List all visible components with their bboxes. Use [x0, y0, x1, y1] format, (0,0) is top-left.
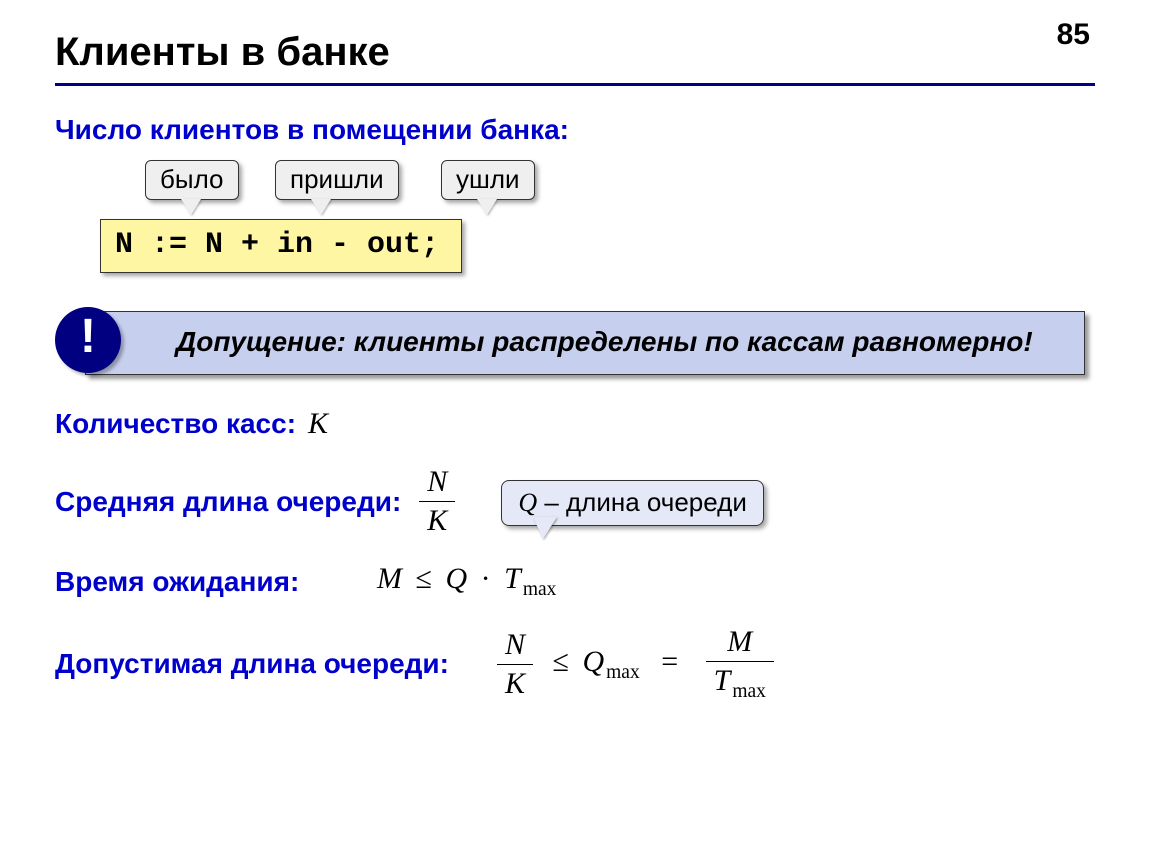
op-le-1: ≤ — [410, 562, 438, 595]
allow-Q: Q — [582, 645, 604, 678]
section-heading-clients: Число клиентов в помещении банка: — [55, 114, 1095, 146]
frac-MT-num: M — [706, 625, 774, 661]
page-title: Клиенты в банке — [55, 30, 1095, 75]
wait-M: M — [377, 562, 402, 595]
row-allow: Допустимая длина очереди: N K ≤ Qmax = M… — [55, 625, 1095, 703]
fraction-MT: M Tmax — [706, 625, 774, 703]
callout-row: было пришли ушли — [145, 160, 1095, 215]
slide: 85 Клиенты в банке Число клиентов в поме… — [0, 0, 1150, 864]
frac-NK-den: K — [419, 501, 455, 538]
frac-MT-den: Tmax — [706, 661, 774, 703]
row-avg-queue: Средняя длина очереди: N K Q – длина оче… — [55, 465, 1095, 538]
alert-prefix: Допущение — [176, 326, 337, 357]
wait-Q: Q — [445, 562, 467, 595]
q-callout-tail — [533, 517, 557, 539]
alert-icon: ! — [55, 307, 121, 373]
label-allow: Допустимая длина очереди: — [55, 648, 449, 680]
q-callout-text: – длина очереди — [537, 487, 747, 517]
alert-assumption: ! Допущение: клиенты распределены по кас… — [55, 311, 1095, 375]
q-callout: Q – длина очереди — [501, 486, 764, 518]
callout-was: было — [145, 160, 239, 200]
callout-left: ушли — [441, 160, 535, 200]
fraction-NK: N K — [419, 465, 455, 538]
frac-NK-num: N — [419, 465, 455, 501]
label-wait: Время ожидания: — [55, 566, 310, 598]
alert-body: : клиенты распределены по кассам равноме… — [337, 326, 1033, 357]
row-wait: Время ожидания: M ≤ Q · Tmax — [55, 562, 1095, 601]
math-allow: N K ≤ Qmax = M Tmax — [491, 625, 780, 703]
page-number: 85 — [1057, 18, 1090, 52]
alert-text: Допущение: клиенты распределены по касса… — [85, 311, 1085, 375]
frac-NK2-den: K — [497, 664, 533, 701]
wait-T-sub: max — [521, 579, 557, 600]
frac-MT-den-sub: max — [730, 681, 766, 702]
op-dot: · — [475, 562, 497, 595]
math-K: K — [308, 407, 328, 441]
title-divider — [55, 83, 1095, 86]
label-kassy: Количество касс: — [55, 408, 296, 440]
wait-T: T — [504, 562, 521, 595]
fraction-NK-2: N K — [497, 628, 533, 701]
math-wait: M ≤ Q · Tmax — [377, 562, 556, 601]
math-N-over-K: N K — [413, 465, 461, 538]
op-eq: = — [647, 645, 692, 678]
allow-Q-sub: max — [604, 662, 640, 683]
q-callout-var: Q — [518, 488, 537, 517]
frac-NK2-num: N — [497, 628, 533, 664]
op-le-2: ≤ — [546, 645, 574, 678]
callout-came: пришли — [275, 160, 399, 200]
frac-MT-den-T: T — [714, 664, 731, 697]
label-avg-queue: Средняя длина очереди: — [55, 486, 401, 518]
row-kassy: Количество касс: K — [55, 407, 1095, 441]
code-block: N := N + in - out; — [100, 219, 462, 273]
